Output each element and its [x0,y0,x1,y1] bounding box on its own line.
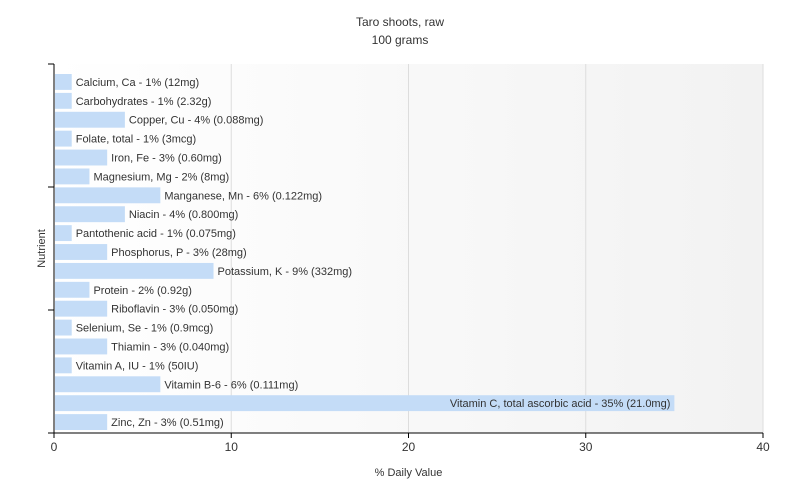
bar [55,281,90,298]
bar [55,187,161,204]
chart-title: Taro shoots, raw [355,15,445,29]
bar-label: Niacin - 4% (0.800mg) [129,209,238,221]
bar-label: Thiamin - 3% (0.040mg) [111,341,229,353]
x-tick-label: 20 [402,440,416,454]
bar-label: Pantothenic acid - 1% (0.075mg) [76,228,236,240]
bar-label: Riboflavin - 3% (0.050mg) [111,304,238,316]
bar [55,338,108,355]
bar-label: Vitamin B-6 - 6% (0.111mg) [164,379,298,391]
bar [55,244,108,260]
y-axis-title: Nutrient [36,229,48,268]
bar [55,225,72,242]
x-tick-label: 40 [756,440,770,454]
bar [55,319,72,336]
bar [55,149,108,166]
x-axis-title: % Daily Value [375,467,443,479]
bar-label: Manganese, Mn - 6% (0.122mg) [164,190,322,202]
bar [55,74,72,90]
bar [55,300,108,317]
x-tick-label: 10 [225,440,239,454]
bar-label: Selenium, Se - 1% (0.9mcg) [76,323,214,335]
bar-label: Carbohydrates - 1% (2.32g) [76,96,212,108]
bar [55,376,161,393]
chart-subtitle: 100 grams [371,33,429,47]
bar-label: Iron, Fe - 3% (0.60mg) [111,153,222,165]
bar [55,130,72,147]
bar-label: Zinc, Zn - 3% (0.51mg) [111,417,223,429]
bar-label: Vitamin C, total ascorbic acid - 35% (21… [450,398,671,410]
bar [55,414,108,430]
bar-label: Vitamin A, IU - 1% (50IU) [76,360,199,372]
bar [55,262,214,279]
bar [55,206,125,223]
x-tick-label: 30 [579,440,593,454]
bar [55,395,675,412]
bar-label: Magnesium, Mg - 2% (8mg) [93,171,229,183]
bar-label: Copper, Cu - 4% (0.088mg) [129,115,264,127]
bar [55,357,72,374]
bar-label: Calcium, Ca - 1% (12mg) [76,77,199,89]
bar-label: Phosphorus, P - 3% (28mg) [111,247,247,259]
bar-label: Folate, total - 1% (3mcg) [76,134,196,146]
bar-label: Potassium, K - 9% (332mg) [218,266,353,278]
bar [55,111,125,128]
bar [55,92,72,109]
x-tick-label: 0 [51,440,58,454]
bar-label: Protein - 2% (0.92g) [93,285,191,297]
bar [55,168,90,185]
